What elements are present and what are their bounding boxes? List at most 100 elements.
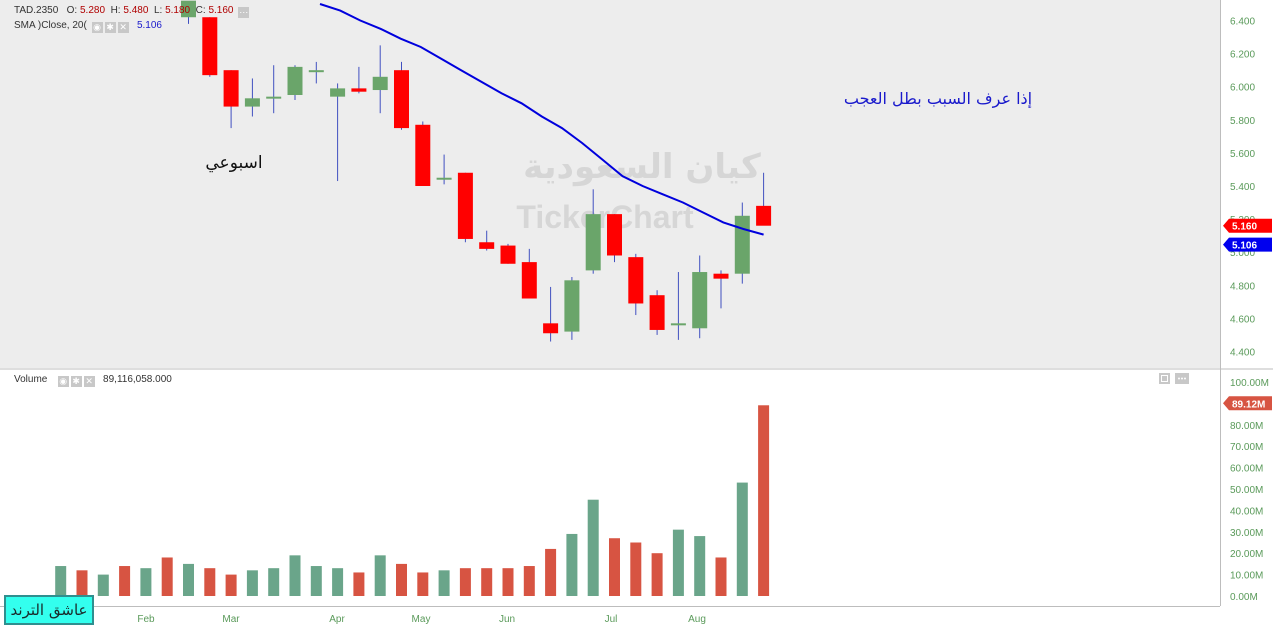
volume-panel-buttons: [1159, 373, 1189, 384]
maximize-icon[interactable]: [1159, 373, 1170, 384]
sma-line: [319, 3, 764, 236]
open-label: O:: [66, 5, 78, 16]
volume-bar: [332, 568, 344, 596]
candle-body: [202, 17, 218, 76]
volume-tick-label: 50.00M: [1230, 485, 1263, 496]
sma-header: SMA )Close, 20( ◉ ✱ ✕ 5.106: [14, 20, 162, 33]
volume-bar: [481, 568, 493, 596]
last-volume-tag-bg: [1223, 396, 1272, 411]
volume-bar: [545, 548, 557, 596]
last-sma-tag: 5.106: [1232, 241, 1257, 252]
volume-tick-label: 40.00M: [1230, 506, 1263, 517]
x-axis: Feb Mar Apr May Jun Jul Aug: [137, 614, 706, 625]
high-label: H:: [110, 5, 121, 16]
watermark-english: TickerChart: [516, 199, 694, 235]
volume-bar: [523, 566, 535, 596]
month-label: Jun: [499, 614, 515, 625]
settings-icon[interactable]: ✱: [70, 376, 82, 387]
volume-bar: [715, 557, 727, 596]
candle-body: [628, 257, 644, 304]
price-tick-label: 5.400: [1230, 182, 1255, 193]
close-label: C:: [195, 5, 206, 16]
candles: [181, 0, 772, 342]
volume-bar: [374, 555, 386, 596]
volume-bar: [183, 563, 194, 596]
candle-body: [713, 273, 729, 279]
month-label: Apr: [329, 614, 345, 625]
close-icon[interactable]: ✕: [117, 22, 129, 33]
visibility-icon[interactable]: ◉: [57, 376, 69, 387]
volume-label: Volume: [14, 374, 48, 385]
volume-bar: [140, 568, 152, 596]
candle-body: [394, 70, 409, 129]
volume-tick-label: 70.00M: [1230, 442, 1263, 453]
annotation-proverb: إذا عرف السبب بطل العجب: [844, 89, 1032, 109]
close-icon[interactable]: ✕: [83, 376, 95, 387]
price-y-axis: 6.4006.2006.0005.8005.6005.4005.2005.000…: [1230, 17, 1255, 359]
volume-tick-label: 100.00M: [1230, 378, 1269, 389]
candle-body: [181, 0, 196, 18]
settings-icon[interactable]: ✱: [104, 22, 116, 33]
open-value: 5.280: [79, 5, 106, 16]
price-tick-label: 5.000: [1230, 248, 1255, 259]
volume-tick-label: 10.00M: [1230, 571, 1263, 582]
candle-body: [287, 66, 303, 95]
symbol-label: TAD.2350: [14, 5, 59, 16]
volume-bar: [310, 566, 322, 596]
volume-bar: [459, 568, 471, 596]
candle-body: [266, 96, 282, 99]
last-volume-tag: 89.12M: [1232, 399, 1265, 410]
price-tick-label: 4.800: [1230, 281, 1255, 292]
candle-body: [756, 205, 772, 226]
price-tick-label: 5.800: [1230, 116, 1255, 127]
volume-bar: [268, 568, 280, 596]
visibility-icon[interactable]: ◉: [91, 22, 103, 33]
low-value: 5.180: [165, 5, 191, 16]
volume-bar: [417, 572, 429, 596]
volume-bar: [438, 570, 450, 596]
candle-body: [500, 245, 516, 264]
ohlc-header: TAD.2350 O: 5.280 H: 5.480 L: 5.180 C: 5…: [14, 5, 250, 18]
volume-bar: [161, 557, 173, 596]
close-value: 5.160: [208, 5, 234, 16]
volume-header: Volume ◉ ✱ ✕ 89,116,058.000: [14, 374, 172, 387]
candle-body: [670, 323, 686, 326]
volume-bar: [119, 566, 131, 596]
candle-body: [607, 214, 622, 256]
candle-body: [543, 323, 559, 334]
candle-body: [521, 262, 537, 299]
candle-body: [457, 172, 473, 239]
volume-bar: [76, 570, 88, 596]
candle-body: [372, 76, 388, 91]
price-tick-label: 6.400: [1230, 17, 1255, 28]
volume-bar: [630, 542, 642, 596]
price-tick-label: 6.000: [1230, 83, 1255, 94]
month-label: Jul: [605, 614, 618, 625]
candle-body: [479, 242, 495, 249]
candle-body: [330, 88, 346, 97]
month-label: Mar: [222, 614, 240, 625]
volume-tick-label: 80.00M: [1230, 421, 1263, 432]
volume-bar: [289, 555, 301, 596]
more-icon[interactable]: ⋯: [238, 7, 250, 18]
volume-bar: [736, 482, 748, 596]
volume-tick-label: 20.00M: [1230, 549, 1263, 560]
price-tick-label: 5.600: [1230, 149, 1255, 160]
price-tick-label: 4.600: [1230, 314, 1255, 325]
sma-label: SMA )Close, 20(: [14, 20, 87, 31]
price-tick-label: 6.200: [1230, 50, 1255, 61]
candle-body: [351, 88, 367, 92]
volume-bar: [97, 574, 109, 596]
last-value-tags: 5.160 5.106 89.12M: [1223, 218, 1272, 411]
last-price-tag: 5.160: [1232, 222, 1257, 233]
volume-bars: [55, 405, 770, 596]
volume-value: 89,116,058.000: [103, 374, 172, 385]
sma-value: 5.106: [136, 20, 162, 31]
month-label: May: [412, 614, 431, 625]
volume-bar: [502, 568, 514, 596]
sma-polyline: [319, 3, 764, 236]
low-label: L:: [153, 5, 163, 16]
last-price-tag-bg: [1223, 218, 1272, 233]
candle-body: [308, 70, 324, 73]
